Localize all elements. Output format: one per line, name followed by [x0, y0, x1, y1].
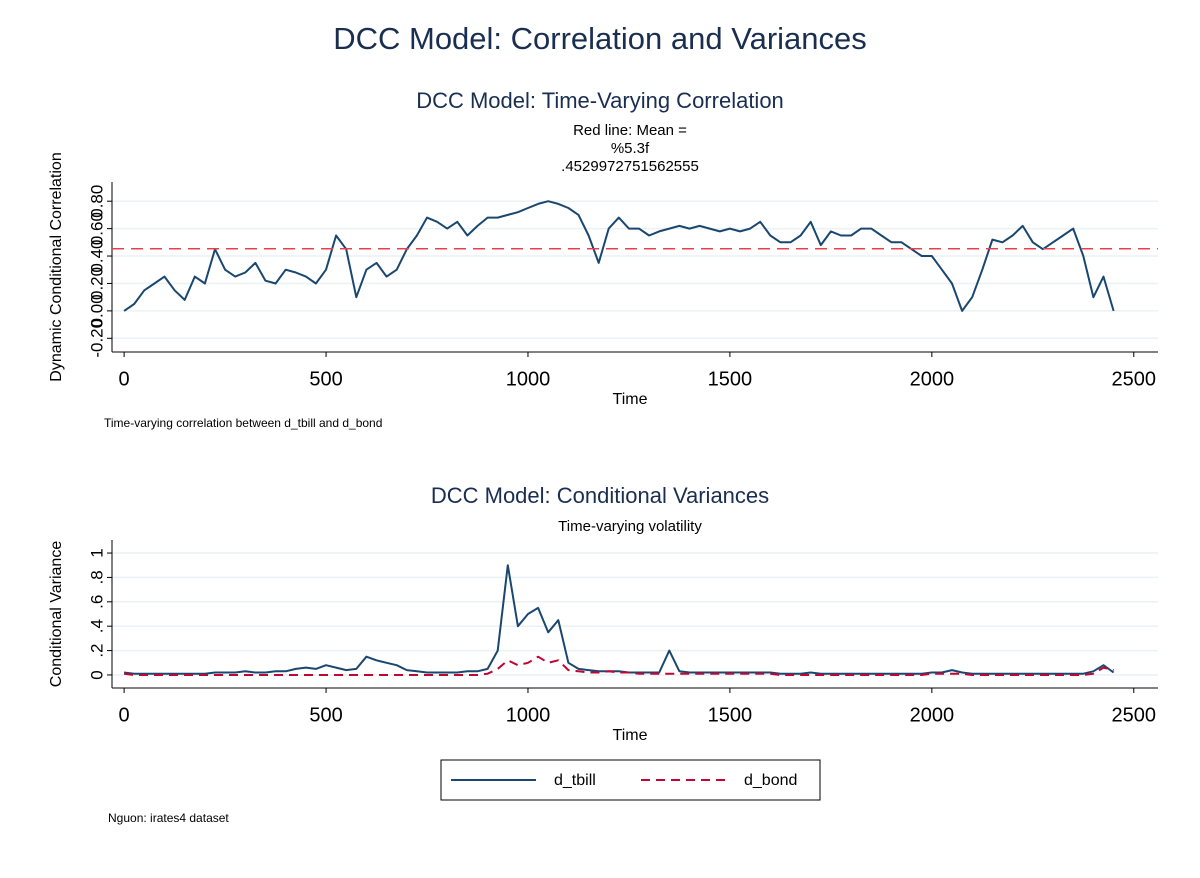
- y-tick-label: 0.40: [87, 239, 106, 272]
- y-tick-label: .2: [87, 643, 106, 657]
- y-tick-label: .8: [87, 570, 106, 584]
- chart-title: DCC Model: Conditional Variances: [431, 483, 769, 508]
- y-tick-label: 0: [87, 670, 106, 679]
- x-tick-label: 2500: [1112, 368, 1157, 390]
- y-tick-label: .6: [87, 595, 106, 609]
- x-tick-label: 500: [309, 704, 342, 726]
- data-line: [123, 564, 1115, 675]
- x-axis-label: Time: [613, 727, 648, 744]
- figure-title: DCC Model: Correlation and Variances: [333, 21, 867, 56]
- x-tick-label: 0: [119, 368, 130, 390]
- data-line: [123, 655, 1114, 676]
- x-tick-label: 1000: [506, 704, 551, 726]
- subtitle: Time-varying volatility: [558, 518, 702, 535]
- y-axis-label: Conditional Variance: [48, 541, 65, 688]
- x-tick-label: 2500: [1112, 704, 1157, 726]
- x-tick-label: 500: [309, 368, 342, 390]
- subtitle: %5.3f: [611, 140, 650, 157]
- legend-label: d_tbill: [554, 772, 596, 789]
- subtitle: Red line: Mean =: [573, 122, 687, 139]
- subtitle: .4529972751562555: [561, 158, 699, 175]
- source-note: Nguon: irates4 dataset: [108, 811, 229, 825]
- chart-note: Time-varying correlation between d_tbill…: [104, 416, 382, 430]
- x-tick-label: 0: [119, 704, 130, 726]
- x-axis-label: Time: [613, 391, 648, 408]
- y-tick-label: .4: [87, 619, 106, 633]
- y-axis-label: Dynamic Conditional Correlation: [48, 152, 65, 381]
- y-tick-label: 0.20: [87, 267, 106, 300]
- y-tick-label: -0.20: [87, 319, 106, 358]
- x-tick-label: 2000: [910, 704, 955, 726]
- data-line: [123, 200, 1115, 312]
- legend-label: d_bond: [744, 772, 797, 789]
- x-tick-label: 1000: [506, 368, 551, 390]
- y-tick-label: 0.80: [87, 185, 106, 218]
- x-tick-label: 2000: [910, 368, 955, 390]
- chart-title: DCC Model: Time-Varying Correlation: [416, 88, 784, 113]
- y-tick-label: 0.60: [87, 212, 106, 245]
- x-tick-label: 1500: [708, 704, 753, 726]
- x-tick-label: 1500: [708, 368, 753, 390]
- y-tick-label: 0.00: [87, 294, 106, 327]
- y-tick-label: 1: [87, 548, 106, 557]
